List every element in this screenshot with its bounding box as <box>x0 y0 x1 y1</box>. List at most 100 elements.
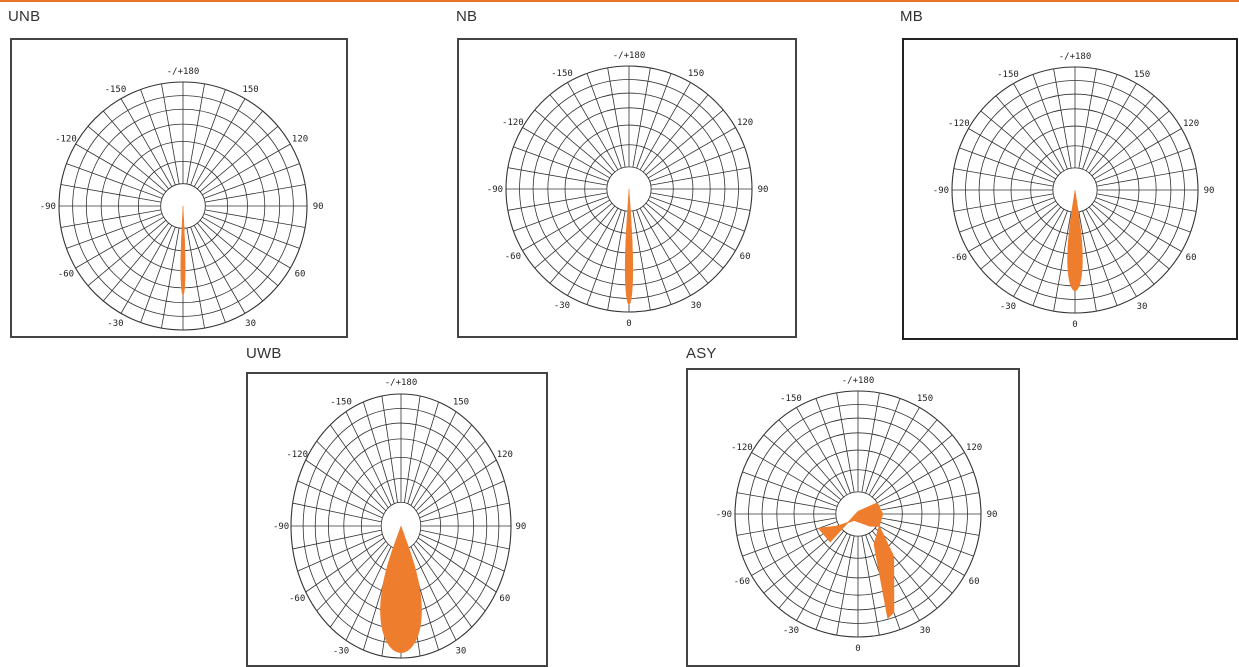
polar-spoke <box>868 407 920 496</box>
angle-label: -60 <box>734 577 750 587</box>
polar-grid-unb: -/+180 -150 150 -120 120 -90 90 -60 60 -30 30 0 <box>40 67 324 331</box>
angle-label: -120 <box>502 118 524 128</box>
polar-spoke <box>865 398 901 494</box>
polar-spoke <box>193 98 246 187</box>
polar-spoke <box>193 225 246 314</box>
polar-spoke <box>186 83 205 185</box>
angle-label: -150 <box>551 69 573 79</box>
polar-spoke <box>649 146 745 182</box>
polar-spoke <box>292 502 382 523</box>
beam-distribution-unb <box>180 205 186 296</box>
polar-spoke <box>186 227 205 329</box>
polar-spoke <box>197 222 264 302</box>
polar-spoke <box>1096 193 1197 212</box>
polar-spoke <box>878 521 974 557</box>
polar-spoke <box>650 192 751 211</box>
polar-spoke <box>316 540 387 612</box>
polar-grid-mb: -/+180 -150 150 -120 120 -90 90 -60 60 -30 30 0 <box>933 52 1215 330</box>
polar-spoke <box>190 89 226 186</box>
polar-spoke <box>329 424 389 509</box>
angle-label: 90 <box>987 510 998 520</box>
angle-label: -30 <box>783 626 799 636</box>
angle-label: -150 <box>997 70 1019 80</box>
polar-spoke <box>815 398 851 494</box>
angle-label: -30 <box>107 319 123 329</box>
angle-label: 90 <box>758 185 769 195</box>
angle-label: -30 <box>333 647 349 657</box>
polar-spoke <box>645 202 724 269</box>
top-accent-rule <box>0 0 1239 2</box>
angle-label: -150 <box>330 397 352 407</box>
polar-spoke <box>1053 211 1072 312</box>
polar-spoke <box>796 532 848 621</box>
polar-spoke <box>742 471 838 507</box>
polar-spoke <box>567 82 619 171</box>
angle-label: 30 <box>920 626 931 636</box>
angle-label: -90 <box>487 185 503 195</box>
polar-diagram-nb: -/+180 -150 150 -120 120 -90 90 -60 60 -30 30 0 <box>457 38 797 338</box>
angle-label: -90 <box>40 202 56 212</box>
polar-spoke <box>190 226 226 323</box>
polar-spoke <box>567 207 619 296</box>
polar-spoke <box>199 125 279 192</box>
beam-distribution-uwb <box>380 525 422 653</box>
angle-label: -90 <box>933 186 949 196</box>
polar-spoke <box>1091 203 1170 270</box>
angle-label: 150 <box>688 69 704 79</box>
polar-spoke <box>876 524 965 576</box>
polar-spoke <box>871 419 938 498</box>
polar-spoke <box>316 440 387 512</box>
polar-spoke <box>549 205 616 284</box>
polar-spoke <box>161 83 180 185</box>
angle-label: 0 <box>626 319 631 329</box>
polar-spoke <box>203 163 300 199</box>
angle-label: 150 <box>917 394 933 404</box>
angle-label: 120 <box>497 450 513 460</box>
polar-spoke <box>305 537 385 593</box>
angle-label: -120 <box>286 450 308 460</box>
polar-spoke <box>647 127 736 179</box>
polar-spoke <box>407 401 440 504</box>
polar-spoke <box>204 209 306 228</box>
polar-spoke <box>202 143 291 196</box>
polar-spoke <box>203 213 300 249</box>
polar-spoke <box>645 109 724 176</box>
polar-grid-nb: -/+180 -150 150 -120 120 -90 90 -60 60 -30 30 0 <box>487 51 769 329</box>
polar-spoke <box>120 98 173 187</box>
polar-spoke <box>87 220 167 287</box>
polar-spoke <box>642 94 709 173</box>
angle-label: -/+180 <box>842 376 875 386</box>
polar-spoke <box>417 459 497 515</box>
polar-spoke <box>513 146 609 182</box>
polar-spoke <box>1032 74 1068 170</box>
polar-spoke <box>102 222 169 302</box>
polar-spoke <box>874 434 953 501</box>
polar-spoke <box>751 452 840 504</box>
polar-spoke <box>202 216 291 269</box>
polar-spoke <box>66 163 163 199</box>
angle-label: -150 <box>780 394 802 404</box>
polar-spoke <box>297 533 383 572</box>
angle-label: -30 <box>554 301 570 311</box>
angle-label: 30 <box>456 647 467 657</box>
angle-label: 120 <box>1183 119 1199 129</box>
polar-spoke <box>410 411 457 506</box>
polar-spoke <box>66 213 163 249</box>
polar-spoke <box>102 110 169 190</box>
polar-spoke <box>1088 95 1155 174</box>
angle-label: 30 <box>245 319 256 329</box>
polar-spoke <box>60 209 162 228</box>
polar-spoke <box>636 73 672 169</box>
polar-spoke <box>649 196 745 232</box>
polar-spoke <box>420 529 510 550</box>
polar-spoke <box>297 480 383 519</box>
polar-spoke <box>607 210 626 311</box>
polar-spoke <box>507 192 608 211</box>
angle-label: 30 <box>691 301 702 311</box>
polar-spoke <box>632 210 651 311</box>
angle-label: 120 <box>737 118 753 128</box>
polar-spoke <box>742 521 838 557</box>
polar-spoke <box>836 392 855 493</box>
angle-label: -60 <box>289 594 305 604</box>
